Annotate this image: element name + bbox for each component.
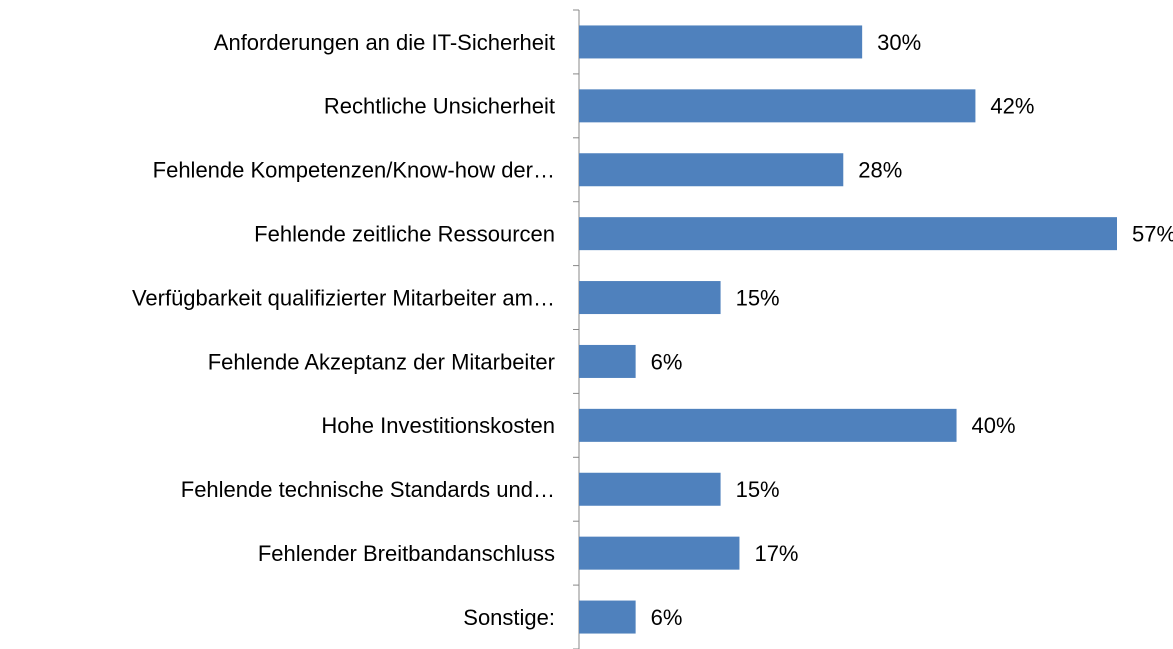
bar (579, 281, 721, 315)
category-label: Rechtliche Unsicherheit (324, 94, 555, 119)
category-label: Anforderungen an die IT-Sicherheit (214, 30, 555, 55)
bar (579, 217, 1117, 251)
bar (579, 600, 636, 634)
value-label: 15% (736, 285, 780, 310)
category-label: Sonstige: (463, 605, 555, 630)
value-label: 6% (651, 349, 683, 374)
category-label: Hohe Investitionskosten (321, 413, 555, 438)
value-label: 57% (1132, 221, 1173, 246)
category-label: Fehlende zeitliche Ressourcen (254, 221, 555, 246)
value-label: 30% (877, 30, 921, 55)
value-label: 42% (990, 94, 1034, 119)
category-label: Fehlende Kompetenzen/Know-how der… (153, 158, 555, 183)
category-label: Verfügbarkeit qualifizierter Mitarbeiter… (132, 285, 555, 310)
bar (579, 153, 844, 187)
category-label: Fehlende technische Standards und… (181, 477, 555, 502)
category-label: Fehlender Breitbandanschluss (258, 541, 555, 566)
category-label: Fehlende Akzeptanz der Mitarbeiter (208, 349, 555, 374)
value-label: 17% (754, 541, 798, 566)
bar (579, 536, 740, 570)
bar (579, 344, 636, 378)
bar (579, 472, 721, 506)
bar (579, 89, 976, 123)
value-label: 15% (736, 477, 780, 502)
value-label: 6% (651, 605, 683, 630)
value-label: 40% (972, 413, 1016, 438)
value-label: 28% (858, 158, 902, 183)
bar (579, 408, 957, 442)
bar (579, 25, 863, 59)
